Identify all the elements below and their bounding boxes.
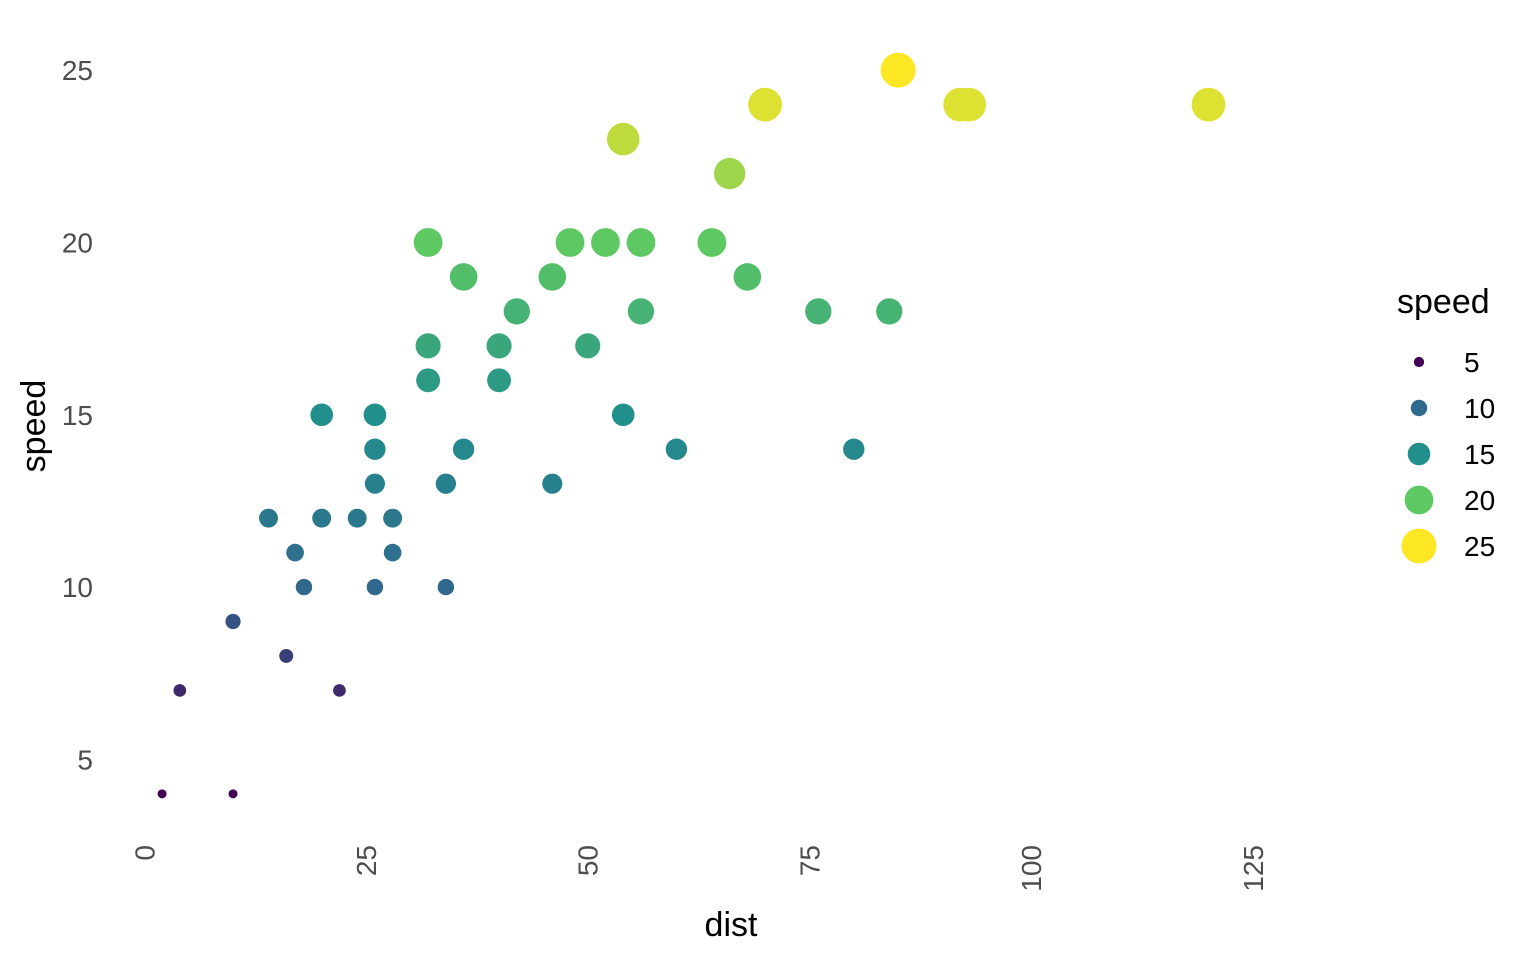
data-point: [225, 613, 241, 630]
data-point: [503, 298, 530, 325]
data-point: [435, 473, 456, 494]
data-point: [1191, 87, 1226, 122]
data-point: [606, 122, 640, 156]
data-point: [173, 684, 187, 697]
data-point: [555, 228, 585, 257]
y-axis-ticks: 5 10 15 20 25: [62, 55, 93, 775]
data-point: [286, 543, 304, 562]
data-point: [228, 789, 238, 799]
legend-key: [1407, 442, 1431, 466]
data-point: [626, 228, 656, 257]
data-point: [487, 368, 511, 393]
legend: speed 5 10 15 20 25: [1397, 283, 1495, 564]
data-point: [452, 438, 475, 460]
data-point: [843, 438, 865, 460]
legend-label: 25: [1464, 531, 1495, 562]
legend-entries: 5 10 15 20 25: [1401, 347, 1495, 564]
legend-key: [1413, 356, 1425, 368]
data-point: [952, 87, 986, 122]
data-point: [486, 333, 512, 359]
y-tick-label: 15: [62, 400, 93, 431]
data-point: [295, 578, 313, 596]
data-point: [364, 438, 386, 460]
data-point: [713, 157, 746, 190]
data-point: [363, 403, 387, 427]
data-point: [333, 684, 346, 697]
data-point: [383, 508, 403, 528]
data-point: [591, 228, 620, 257]
data-point: [415, 333, 441, 359]
data-point: [542, 473, 563, 494]
x-tick-label: 25: [351, 845, 382, 876]
legend-key: [1410, 399, 1428, 417]
data-point: [733, 263, 762, 291]
x-axis-ticks: 0 25 50 75 100 125: [129, 845, 1269, 892]
data-point: [279, 649, 294, 663]
legend-title: speed: [1397, 283, 1490, 321]
data-point: [611, 403, 635, 427]
y-axis-title: speed: [15, 380, 53, 473]
data-point: [347, 508, 367, 528]
data-point: [310, 403, 334, 427]
y-tick-label: 20: [62, 227, 93, 258]
x-tick-label: 100: [1016, 845, 1047, 892]
data-point: [366, 578, 384, 596]
data-point: [697, 228, 727, 257]
data-point: [312, 508, 332, 528]
data-point: [413, 228, 443, 257]
x-axis-title: dist: [705, 906, 758, 944]
data-point: [416, 368, 441, 393]
legend-key: [1404, 485, 1434, 515]
data-point: [449, 263, 478, 291]
x-tick-label: 75: [794, 845, 825, 876]
legend-label: 10: [1464, 393, 1495, 424]
legend-label: 20: [1464, 485, 1495, 516]
data-point: [748, 87, 782, 122]
data-point: [805, 298, 832, 325]
y-tick-label: 10: [62, 572, 93, 603]
data-point: [364, 473, 385, 494]
data-point: [880, 52, 916, 88]
data-point: [538, 263, 567, 291]
data-point: [627, 298, 655, 325]
data-point: [259, 508, 278, 528]
legend-label: 5: [1464, 347, 1480, 378]
legend-label: 15: [1464, 439, 1495, 470]
data-point: [383, 543, 402, 562]
data-points: [157, 52, 1226, 799]
x-tick-label: 125: [1238, 845, 1269, 892]
data-point: [157, 789, 167, 799]
legend-key: [1401, 528, 1437, 564]
x-tick-label: 50: [573, 845, 604, 876]
data-point: [575, 333, 601, 359]
data-point: [876, 298, 903, 325]
data-point: [665, 438, 688, 460]
y-tick-label: 25: [62, 55, 93, 86]
y-tick-label: 5: [77, 744, 93, 775]
data-point: [437, 578, 455, 596]
x-tick-label: 0: [129, 845, 160, 861]
